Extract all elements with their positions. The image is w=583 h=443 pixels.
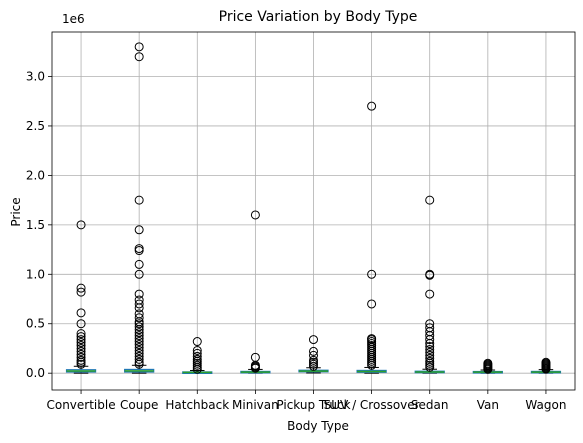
x-tick-label: Minivan	[232, 398, 279, 412]
outlier-point	[367, 360, 377, 370]
outlier-point	[192, 337, 202, 347]
outlier-point	[309, 350, 318, 360]
outlier-point	[425, 270, 435, 280]
y-tick-label: 1.5	[26, 218, 45, 232]
y-tick-label: 1.0	[26, 267, 45, 281]
outlier-point	[134, 195, 144, 205]
outlier-point	[134, 289, 144, 299]
y-tick-label: 0.0	[26, 366, 45, 380]
outlier-point	[76, 335, 86, 345]
outlier-point	[134, 322, 144, 332]
outlier-point	[309, 335, 318, 345]
outlier-point	[425, 344, 435, 354]
outlier-point	[250, 363, 260, 373]
box-group-wagon	[530, 357, 562, 374]
outlier-point	[76, 352, 86, 362]
x-tick-label: Coupe	[120, 398, 158, 412]
boxes-layer	[65, 42, 562, 375]
outlier-point	[76, 319, 86, 329]
outlier-point	[425, 195, 435, 205]
outlier-point	[425, 339, 435, 349]
box-group-sedan	[414, 195, 445, 374]
outlier-point	[250, 210, 260, 220]
outlier-point	[367, 101, 377, 111]
outlier-point	[367, 299, 377, 309]
outlier-point	[134, 259, 144, 269]
outlier-point	[134, 354, 144, 364]
box-group-coupe	[124, 42, 155, 374]
chart-title: Price Variation by Body Type	[219, 9, 418, 25]
outlier-point	[134, 303, 144, 313]
outlier-point	[134, 52, 144, 62]
outlier-point	[76, 329, 86, 339]
x-tick-label: SUV / Crossover	[324, 398, 420, 412]
outlier-point	[76, 346, 86, 356]
outlier-point	[134, 225, 144, 235]
x-tick-label: Sedan	[411, 398, 449, 412]
y-tick-label: 3.0	[26, 70, 45, 84]
outlier-point	[76, 332, 86, 342]
outlier-point	[134, 334, 144, 344]
outlier-point	[134, 345, 144, 355]
plot-frame	[51, 31, 576, 391]
outlier-point	[425, 289, 435, 299]
outlier-point	[76, 343, 86, 353]
y-axis-label: Price	[9, 197, 23, 226]
outlier-point	[76, 338, 86, 348]
y-tick-label: 2.0	[26, 168, 45, 182]
outlier-point	[134, 340, 144, 350]
x-tick-label: Wagon	[525, 398, 566, 412]
x-tick-label: Van	[477, 398, 499, 412]
outlier-point	[76, 340, 86, 350]
box-group-van	[472, 358, 503, 374]
outlier-point	[134, 348, 144, 358]
x-tick-label: Hatchback	[165, 398, 229, 412]
x-tick-label: Pickup Truck	[276, 398, 350, 412]
box-group-minivan	[240, 210, 271, 374]
box-group-hatchback	[182, 337, 213, 375]
y-axis-offset-label: 1e6	[62, 12, 85, 26]
outlier-point	[192, 351, 202, 361]
box-group-pickup-truck	[298, 335, 329, 374]
outlier-point	[192, 345, 202, 355]
outlier-point	[425, 353, 435, 363]
y-tick-label: 2.5	[26, 119, 45, 133]
outlier-point	[192, 364, 202, 374]
outlier-point	[134, 299, 144, 309]
outlier-point	[309, 346, 318, 356]
outlier-point	[134, 342, 144, 352]
outlier-point	[134, 269, 144, 279]
outlier-point	[425, 362, 435, 372]
outlier-point	[134, 328, 144, 338]
outlier-point	[134, 319, 144, 329]
outlier-point	[134, 325, 144, 335]
box-group-convertible	[65, 220, 97, 374]
outlier-point	[425, 341, 435, 351]
outlier-point	[425, 347, 435, 357]
x-axis-label: Body Type	[287, 419, 349, 433]
outlier-point	[134, 42, 144, 52]
outlier-point	[425, 335, 435, 345]
outlier-point	[134, 359, 144, 369]
outlier-point	[76, 287, 86, 297]
outlier-point	[134, 331, 144, 341]
grid-layer	[52, 32, 575, 390]
outlier-point	[134, 246, 144, 256]
outlier-point	[76, 359, 86, 369]
x-tick-label: Convertible	[46, 398, 115, 412]
outlier-point	[76, 283, 86, 293]
outlier-point	[483, 364, 493, 374]
outlier-point	[134, 313, 144, 323]
outlier-point	[309, 361, 318, 371]
outlier-point	[367, 269, 377, 279]
box-group-suv-crossover	[356, 101, 387, 374]
outlier-point	[76, 220, 86, 230]
outlier-point	[76, 308, 86, 318]
outlier-point	[541, 364, 551, 374]
outlier-point	[134, 337, 144, 347]
y-tick-label: 0.5	[26, 317, 45, 331]
